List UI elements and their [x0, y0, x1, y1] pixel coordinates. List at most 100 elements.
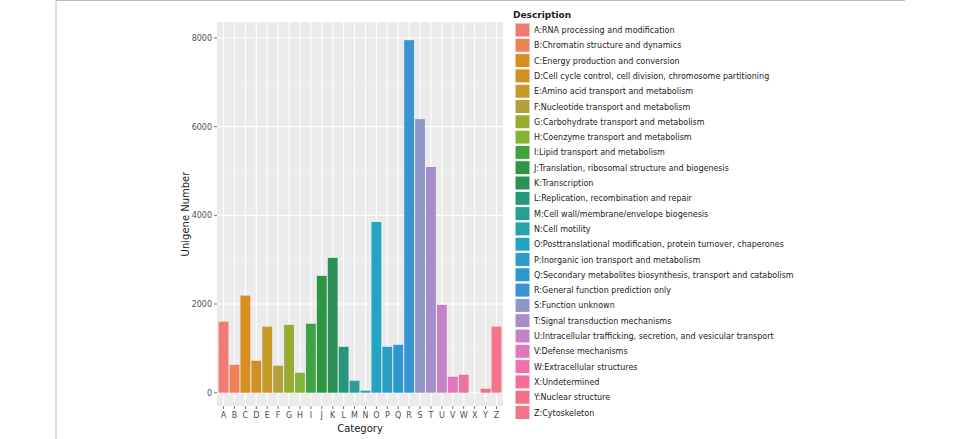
bar	[437, 305, 447, 393]
legend-key	[515, 38, 530, 52]
legend-key	[515, 360, 530, 374]
bar	[273, 366, 283, 393]
tick	[496, 406, 497, 409]
legend-key	[515, 222, 530, 236]
bar	[240, 296, 250, 393]
tick	[299, 406, 300, 409]
bar	[219, 322, 229, 393]
legend-key	[515, 253, 530, 267]
bars	[219, 40, 502, 393]
tick	[441, 406, 442, 409]
bar	[251, 361, 261, 393]
legend-key	[515, 100, 530, 114]
tick-label: V	[450, 411, 456, 420]
legend-label: F:Nucleotide transport and metabolism	[534, 103, 691, 112]
legend-key	[515, 283, 530, 297]
tick	[267, 406, 268, 409]
legend: Description A:RNA processing and modifica…	[513, 10, 794, 420]
legend-label: Q:Secondary metabolites biosynthesis, tr…	[534, 271, 794, 280]
legend-label: K:Transcription	[534, 179, 593, 188]
minor-grid-line	[217, 82, 503, 83]
grid-line	[463, 22, 464, 406]
bar	[295, 373, 305, 393]
bar	[404, 40, 414, 393]
legend-key	[515, 329, 530, 343]
grid-line	[217, 37, 503, 38]
legend-key	[515, 115, 530, 129]
legend-key	[515, 406, 530, 420]
legend-label: E:Amino acid transport and metabolism	[534, 87, 693, 96]
legend-key	[515, 344, 530, 358]
legend-key	[515, 268, 530, 282]
tick	[214, 37, 217, 38]
tick	[485, 406, 486, 409]
bar	[317, 276, 327, 393]
tick	[214, 126, 217, 127]
legend-label: H:Coenzyme transport and metabolism	[534, 133, 692, 142]
tick-label: 8000	[192, 34, 212, 43]
legend-key	[515, 207, 530, 221]
tick	[223, 406, 224, 409]
tick	[234, 406, 235, 409]
tick-label: C	[243, 411, 249, 420]
tick	[214, 392, 217, 393]
legend-label: X:Undetermined	[534, 378, 599, 387]
legend-label: M:Cell wall/membrane/envelope biogenesis	[534, 210, 708, 219]
bar	[284, 325, 294, 393]
legend-key	[515, 23, 530, 37]
bar	[350, 381, 360, 393]
frame	[56, 1, 57, 439]
legend-label: D:Cell cycle control, cell division, chr…	[534, 72, 769, 81]
tick	[398, 406, 399, 409]
tick-label: L	[341, 411, 346, 420]
tick	[310, 406, 311, 409]
legend-label: A:RNA processing and modification	[534, 26, 675, 35]
minor-grid-line	[217, 170, 503, 171]
tick-label: T	[428, 411, 434, 420]
tick-label: J	[320, 411, 323, 420]
legend-title: Description	[513, 10, 571, 20]
tick	[256, 406, 257, 409]
grid-line	[234, 22, 235, 406]
tick	[354, 406, 355, 409]
minor-grid-line	[217, 259, 503, 260]
bar	[371, 222, 381, 393]
tick-label: X	[472, 411, 478, 420]
tick-label: O	[373, 411, 379, 420]
bar	[415, 119, 425, 393]
bar	[459, 375, 469, 393]
bar	[339, 347, 349, 393]
legend-label: B:Chromatin structure and dynamics	[534, 41, 681, 50]
grid-line	[485, 22, 486, 406]
grid-line	[217, 303, 503, 304]
legend-key	[515, 176, 530, 190]
tick-label: I	[310, 411, 312, 420]
grid-line	[256, 22, 257, 406]
grid-line	[474, 22, 475, 406]
legend-label: J:Translation, ribosomal structure and b…	[533, 164, 729, 173]
legend-key	[515, 314, 530, 328]
legend-label: C:Energy production and conversion	[534, 57, 680, 66]
tick-label: N	[362, 411, 368, 420]
legend-key	[515, 191, 530, 205]
bar	[306, 324, 316, 393]
tick-label: Q	[395, 411, 401, 420]
tick	[387, 406, 388, 409]
tick	[376, 406, 377, 409]
legend-key	[515, 54, 530, 68]
tick-label: Z	[494, 411, 500, 420]
chart: 02000400060008000ABCDEFGHIJKLMNOPQRSTUVW…	[0, 0, 960, 439]
tick-label: 4000	[192, 211, 212, 220]
legend-key	[515, 130, 530, 144]
legend-label: Y:Nuclear structure	[533, 393, 610, 402]
legend-label: T:Signal transduction mechanisms	[533, 317, 671, 326]
legend-label: L:Replication, recombination and repair	[534, 194, 693, 203]
tick	[420, 406, 421, 409]
bar	[393, 345, 403, 393]
grid-line	[217, 126, 503, 127]
legend-key	[515, 84, 530, 98]
legend-key	[515, 161, 530, 175]
legend-key	[515, 375, 530, 389]
tick-label: W	[460, 411, 468, 420]
tick	[321, 406, 322, 409]
